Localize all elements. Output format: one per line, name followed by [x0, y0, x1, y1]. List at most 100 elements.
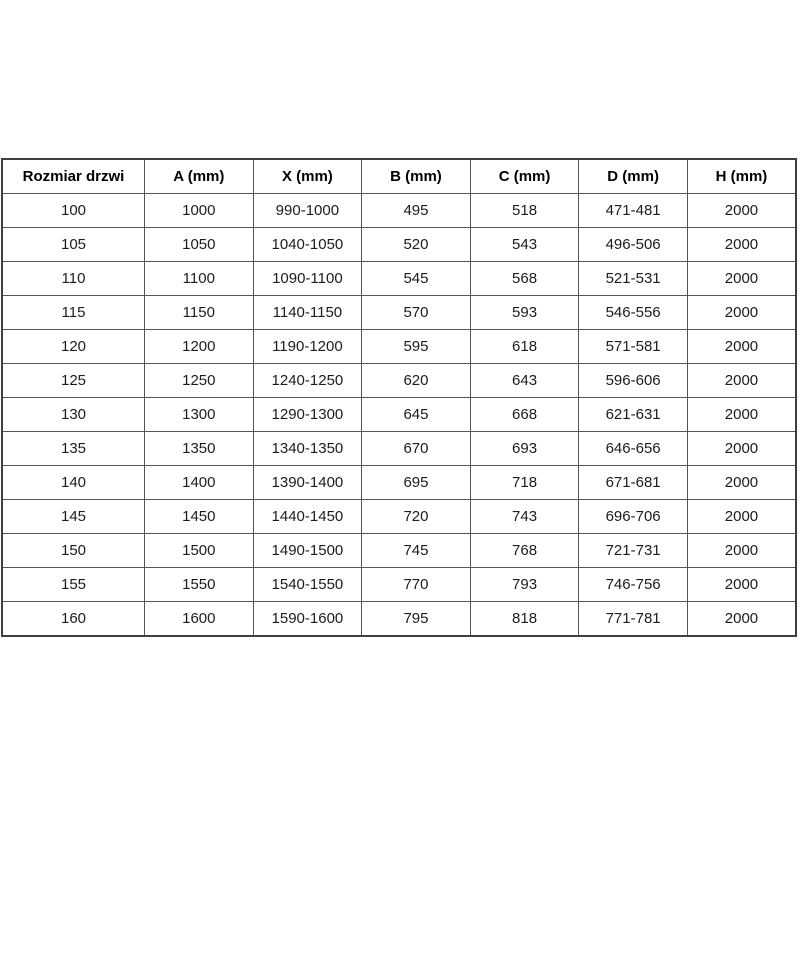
table-cell: 2000: [686, 567, 797, 602]
column-header: B (mm): [361, 158, 471, 194]
table-row: 100 1000 990-1000 495 518 471-481 2000: [1, 193, 797, 228]
table-cell: 646-656: [578, 431, 688, 466]
document-page: Rozmiar drzwi A (mm) X (mm) B (mm) C (mm) D (…: [0, 158, 800, 958]
table-cell: 1040-1050: [252, 227, 363, 262]
table-cell: 1250: [144, 363, 254, 398]
table-cell: 120: [1, 329, 146, 364]
table-cell: 543: [469, 227, 580, 262]
table-cell: 746-756: [578, 567, 688, 602]
table-cell: 745: [361, 533, 471, 568]
table-cell: 518: [469, 193, 580, 228]
column-header: C (mm): [469, 158, 580, 194]
table-cell: 1590-1600: [252, 601, 363, 637]
table-cell: 1090-1100: [252, 261, 363, 296]
table-cell: 695: [361, 465, 471, 500]
column-header: H (mm): [686, 158, 797, 194]
column-header: X (mm): [252, 158, 363, 194]
table-row: 115 1150 1140-1150 570 593 546-556 2000: [1, 295, 797, 330]
table-cell: 1440-1450: [252, 499, 363, 534]
table-cell: 621-631: [578, 397, 688, 432]
table-row: 125 1250 1240-1250 620 643 596-606 2000: [1, 363, 797, 398]
column-header: A (mm): [144, 158, 254, 194]
table-cell: 721-731: [578, 533, 688, 568]
table-cell: 1340-1350: [252, 431, 363, 466]
table-cell: 1240-1250: [252, 363, 363, 398]
table-cell: 1400: [144, 465, 254, 500]
table-cell: 2000: [686, 397, 797, 432]
table-cell: 2000: [686, 227, 797, 262]
table-cell: 1000: [144, 193, 254, 228]
table-cell: 2000: [686, 295, 797, 330]
column-header: D (mm): [578, 158, 688, 194]
table-cell: 2000: [686, 601, 797, 637]
table-cell: 568: [469, 261, 580, 296]
table-cell: 693: [469, 431, 580, 466]
table-cell: 496-506: [578, 227, 688, 262]
table-cell: 1100: [144, 261, 254, 296]
table-cell: 743: [469, 499, 580, 534]
table-cell: 1550: [144, 567, 254, 602]
table-cell: 150: [1, 533, 146, 568]
table-row: 110 1100 1090-1100 545 568 521-531 2000: [1, 261, 797, 296]
table-cell: 671-681: [578, 465, 688, 500]
table-cell: 620: [361, 363, 471, 398]
table-cell: 105: [1, 227, 146, 262]
table-cell: 135: [1, 431, 146, 466]
table-cell: 1390-1400: [252, 465, 363, 500]
table-cell: 110: [1, 261, 146, 296]
table-cell: 770: [361, 567, 471, 602]
table-cell: 546-556: [578, 295, 688, 330]
table-cell: 115: [1, 295, 146, 330]
table-row: 150 1500 1490-1500 745 768 721-731 2000: [1, 533, 797, 568]
table-cell: 471-481: [578, 193, 688, 228]
table-row: 105 1050 1040-1050 520 543 496-506 2000: [1, 227, 797, 262]
table-cell: 545: [361, 261, 471, 296]
table-cell: 596-606: [578, 363, 688, 398]
table-cell: 1200: [144, 329, 254, 364]
table-cell: 768: [469, 533, 580, 568]
table-cell: 100: [1, 193, 146, 228]
table-cell: 793: [469, 567, 580, 602]
table-cell: 2000: [686, 431, 797, 466]
table-cell: 645: [361, 397, 471, 432]
table-cell: 2000: [686, 363, 797, 398]
table-cell: 1290-1300: [252, 397, 363, 432]
door-size-table: Rozmiar drzwi A (mm) X (mm) B (mm) C (mm) D (…: [1, 158, 797, 637]
table-cell: 155: [1, 567, 146, 602]
column-header: Rozmiar drzwi: [1, 158, 146, 194]
table-row: 130 1300 1290-1300 645 668 621-631 2000: [1, 397, 797, 432]
table-header-row: Rozmiar drzwi A (mm) X (mm) B (mm) C (mm) D (…: [1, 158, 797, 194]
table-row: 135 1350 1340-1350 670 693 646-656 2000: [1, 431, 797, 466]
table-cell: 1350: [144, 431, 254, 466]
table-cell: 1450: [144, 499, 254, 534]
table-row: 160 1600 1590-1600 795 818 771-781 2000: [1, 601, 797, 637]
table-cell: 521-531: [578, 261, 688, 296]
table-cell: 1050: [144, 227, 254, 262]
table-cell: 140: [1, 465, 146, 500]
table-cell: 570: [361, 295, 471, 330]
table-cell: 1140-1150: [252, 295, 363, 330]
table-cell: 145: [1, 499, 146, 534]
table-row: 155 1550 1540-1550 770 793 746-756 2000: [1, 567, 797, 602]
table-row: 140 1400 1390-1400 695 718 671-681 2000: [1, 465, 797, 500]
table-cell: 2000: [686, 261, 797, 296]
table-cell: 2000: [686, 533, 797, 568]
table-cell: 125: [1, 363, 146, 398]
table-cell: 696-706: [578, 499, 688, 534]
table-cell: 130: [1, 397, 146, 432]
table-cell: 771-781: [578, 601, 688, 637]
table-cell: 571-581: [578, 329, 688, 364]
table-cell: 1150: [144, 295, 254, 330]
table-cell: 1600: [144, 601, 254, 637]
table-cell: 2000: [686, 499, 797, 534]
table-cell: 160: [1, 601, 146, 637]
table-cell: 718: [469, 465, 580, 500]
table-row: 120 1200 1190-1200 595 618 571-581 2000: [1, 329, 797, 364]
table-cell: 1300: [144, 397, 254, 432]
table-cell: 668: [469, 397, 580, 432]
table-cell: 593: [469, 295, 580, 330]
table-cell: 520: [361, 227, 471, 262]
table-cell: 818: [469, 601, 580, 637]
table-cell: 595: [361, 329, 471, 364]
table-cell: 643: [469, 363, 580, 398]
